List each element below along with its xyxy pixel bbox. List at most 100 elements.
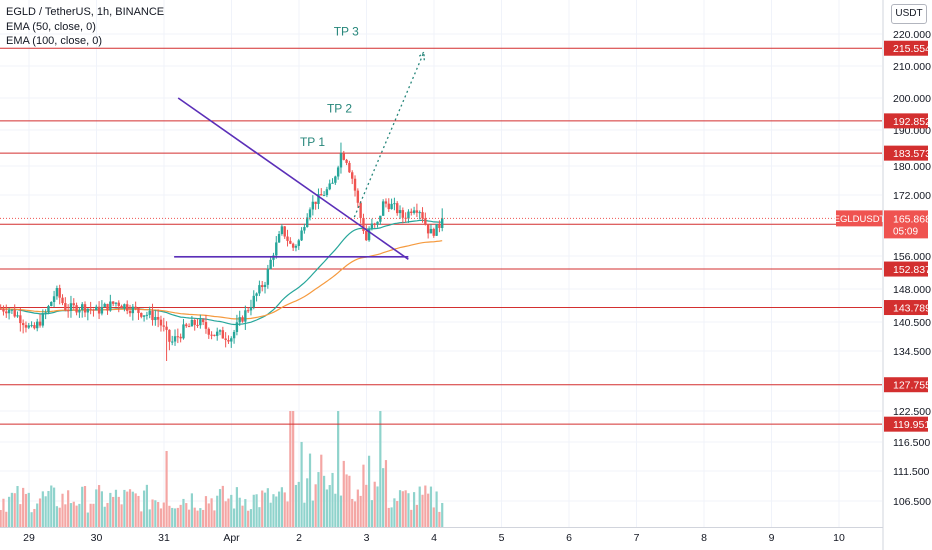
target-annotations: TP 1 TP 2 TP 3 [300,25,359,150]
price-tick-label: 140.500 [893,317,931,329]
volume-bar [418,486,421,527]
candle-body [58,288,61,298]
candle-body [100,306,104,314]
volume-bar [103,506,106,527]
candle-body [367,229,371,241]
time-tick-label: 9 [769,532,775,544]
volume-bar [376,486,379,527]
candle-body [280,226,284,234]
volume-bar [384,460,388,527]
candle-body [196,324,199,326]
level-price-label: 127.755 [893,380,931,392]
volume-bar [362,464,365,527]
volume-bar [272,494,275,527]
candle-body [261,285,264,288]
volume-bar [137,495,140,527]
candle-body [210,334,213,336]
volume-bar [30,512,33,527]
level-price-tag [884,261,928,277]
volume-bar [303,502,306,527]
candle-body [201,319,205,323]
candle-body [258,285,261,294]
volume-bar [266,488,269,527]
candles [0,142,444,361]
volume-bar [322,475,326,527]
volume-bar [7,496,11,527]
candle-body [52,296,56,302]
candle-body [294,245,298,248]
volume-bar [193,507,196,527]
volume-bar [182,498,185,527]
volume-bar [64,504,67,527]
volume-bar [435,491,438,527]
candle-body [373,223,376,225]
volume-bar [396,501,399,527]
candle-body [75,305,78,313]
candle-body [291,243,295,248]
volume-bar [255,494,258,527]
volume-bar [221,485,224,527]
time-tick-label: 5 [499,532,505,544]
candle-body [106,303,109,311]
volume-bar [36,503,39,527]
currency-button[interactable]: USDT [891,4,927,24]
candle-body [44,312,47,314]
volume-bar [373,481,376,527]
candle-body [362,217,365,231]
candle-body [55,288,59,297]
candle-body [410,211,413,213]
drawings: EGLDUSDT [0,50,886,260]
volume-bar [404,490,407,527]
volume-bar [429,486,433,527]
volume-bar [297,481,300,527]
volume-bar [89,503,92,527]
candle-body [89,308,92,310]
time-tick-label: 8 [701,532,707,544]
candle-body [238,317,241,323]
volume-bar [325,489,328,527]
volume-bar [412,492,416,527]
price-axis[interactable]: 220.000210.000200.000190.000180.000172.0… [882,0,932,550]
candle-body [78,310,81,313]
volume-bar [424,485,427,527]
volume-bar [328,485,331,527]
volume-bar [22,487,25,527]
symbol-tag-label: EGLDUSDT [834,214,886,225]
candle-body [145,314,149,316]
volume-bar [114,489,118,527]
candle-body [421,212,424,219]
candle-body [438,224,441,229]
candle-body [97,306,101,314]
level-price-tag [884,416,928,432]
volume-bar [92,503,95,527]
candle-body [207,328,210,335]
time-axis[interactable]: 29 30 31 Apr 2 3 4 5 6 7 8 9 10 [0,527,883,545]
volume-bar [120,504,123,527]
candle-body [86,308,90,313]
volume-bar [187,509,191,527]
level-price-tag [884,300,928,316]
volume-bar [356,489,359,527]
target-label: TP 2 [327,101,352,115]
volume-bar [241,505,244,527]
candle-body [165,326,168,330]
volume-bar [83,486,87,527]
candle-body [249,307,253,311]
price-tick-label: 210.000 [893,61,931,73]
candle-body [314,201,317,204]
volume-bar [300,441,303,527]
time-tick-label: 7 [634,532,640,544]
volume-bar [95,489,98,527]
volume-bar [190,493,193,527]
candle-body [179,336,182,339]
candle-body [227,339,230,342]
price-tick-label: 122.500 [893,406,931,418]
volume-bar [142,490,146,527]
candle-body [376,221,379,225]
candle-body [286,236,289,241]
volume-bar [367,455,371,527]
volume-bar [5,511,8,527]
time-tick-label: 29 [23,532,35,544]
candle-body [429,228,433,234]
